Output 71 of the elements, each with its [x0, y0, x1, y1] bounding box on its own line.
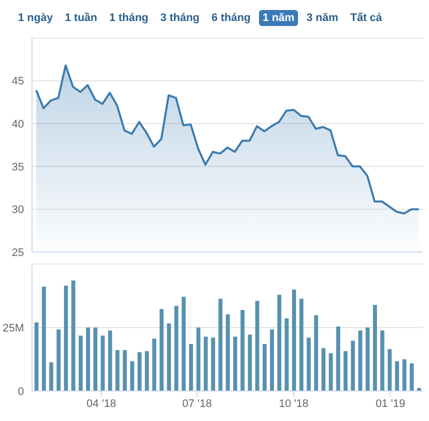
y-tick-label: 0 [18, 386, 24, 398]
bar [138, 352, 142, 391]
range-button[interactable]: 3 tháng [156, 10, 204, 26]
y-tick-label: 25 [12, 246, 24, 259]
bar [388, 349, 392, 391]
bar [380, 330, 384, 391]
bar [182, 296, 186, 391]
bar [344, 351, 348, 391]
bar [284, 318, 289, 391]
y-tick-label: 40 [12, 118, 24, 131]
x-tick-label: 04 '18 [86, 398, 116, 410]
bar [328, 353, 333, 391]
bar [108, 330, 112, 391]
range-button[interactable]: 3 năm [302, 10, 342, 26]
bar [42, 286, 46, 391]
range-button[interactable]: 1 tuần [60, 10, 102, 26]
bar [115, 350, 120, 391]
bar [78, 336, 83, 391]
bar [306, 338, 311, 391]
range-button[interactable]: 1 tháng [105, 10, 152, 26]
bar [255, 300, 260, 391]
bar [218, 298, 222, 391]
bar [130, 361, 134, 391]
bar [86, 328, 90, 391]
x-tick-label: 07 '18 [182, 398, 212, 410]
bar [152, 338, 156, 391]
bar [358, 330, 362, 391]
bar [240, 310, 245, 391]
bar [226, 314, 230, 391]
bar [211, 338, 216, 391]
bar [100, 336, 105, 391]
y-tick-label: 45 [12, 76, 24, 88]
bar [292, 290, 296, 391]
bar [144, 351, 149, 391]
bar [204, 336, 208, 391]
bar [372, 304, 377, 391]
bar [196, 328, 200, 391]
bar [189, 344, 194, 391]
y-tick-label: 35 [12, 161, 24, 174]
bar [122, 350, 127, 391]
bar [395, 361, 400, 391]
range-button[interactable]: Tất cả [346, 10, 386, 26]
bar [402, 359, 406, 391]
bar [248, 334, 252, 391]
range-button[interactable]: 1 năm [258, 10, 298, 26]
bar [56, 330, 61, 391]
range-button[interactable]: 1 ngày [14, 10, 57, 26]
bar [410, 363, 414, 391]
y-tick-label: 25M [2, 322, 24, 334]
bar [350, 340, 355, 391]
bar [49, 362, 54, 391]
y-tick-label: 30 [12, 204, 24, 216]
bar [233, 336, 238, 391]
bar [34, 322, 39, 391]
bar [64, 286, 68, 391]
bar [270, 330, 274, 391]
bar [262, 344, 267, 391]
bar [277, 294, 282, 391]
bar [166, 323, 171, 391]
range-button[interactable]: 6 tháng [208, 10, 255, 26]
bar [336, 326, 340, 391]
bar [299, 298, 304, 391]
bar [174, 306, 178, 391]
bar [160, 308, 164, 391]
bar [71, 280, 76, 391]
bar [366, 328, 370, 391]
x-tick-label: 01 '19 [376, 398, 406, 410]
bar [321, 348, 326, 391]
x-tick-label: 10 '18 [278, 398, 309, 410]
bar [314, 315, 318, 391]
bar [93, 328, 98, 391]
